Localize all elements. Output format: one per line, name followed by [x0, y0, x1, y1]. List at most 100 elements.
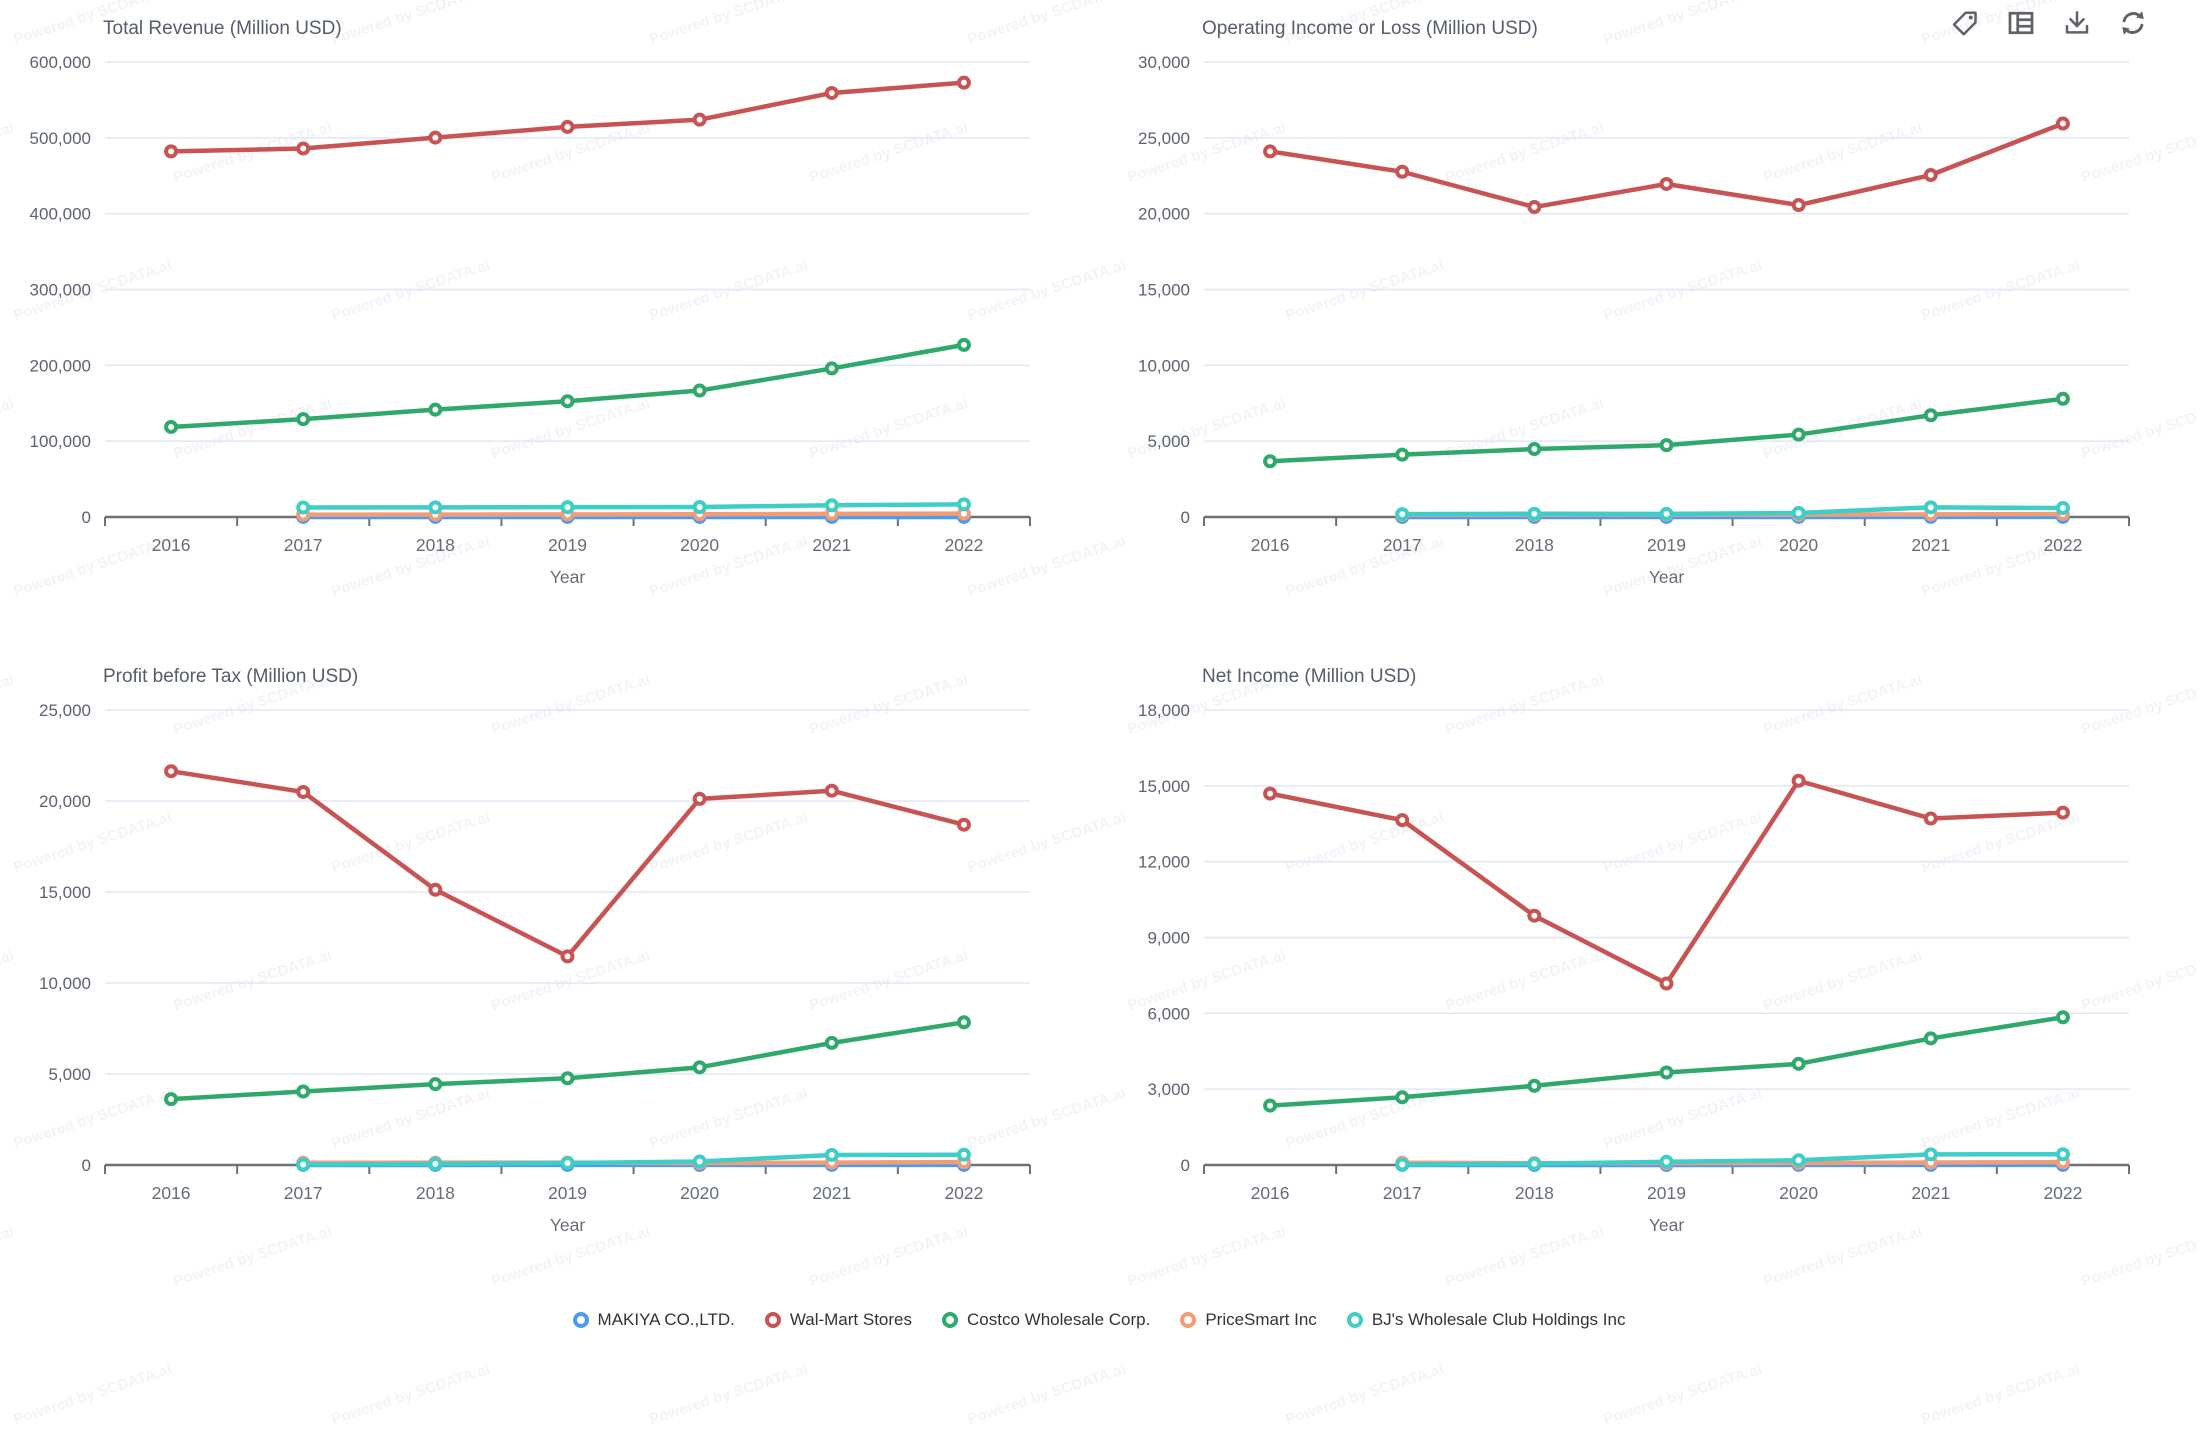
data-point-marker[interactable] [1263, 1098, 1278, 1113]
table-icon[interactable] [2006, 8, 2036, 38]
data-point-marker[interactable] [956, 75, 971, 90]
data-point-marker[interactable] [296, 141, 311, 156]
legend-item-label: Costco Wholesale Corp. [967, 1310, 1151, 1329]
data-point-marker[interactable] [1659, 176, 1674, 191]
data-point-marker[interactable] [692, 791, 707, 806]
data-point-marker[interactable] [560, 949, 575, 964]
chart-canvas-profit-before-tax[interactable]: 0 5,000 10,000 15,000 20,000 25,000 2016 2017 20… [0, 690, 1099, 1235]
data-point-marker[interactable] [164, 419, 179, 434]
data-point-marker[interactable] [428, 500, 443, 515]
data-point-marker[interactable] [1791, 773, 1806, 788]
data-point-marker[interactable] [164, 144, 179, 159]
legend-item[interactable]: MAKIYA CO.,LTD. [572, 1310, 735, 1330]
legend-item[interactable]: Wal-Mart Stores [764, 1310, 912, 1330]
data-point-marker[interactable] [1527, 908, 1542, 923]
data-point-marker[interactable] [428, 1077, 443, 1092]
download-icon[interactable] [2062, 8, 2092, 38]
data-point-marker[interactable] [956, 817, 971, 832]
data-point-marker[interactable] [824, 361, 839, 376]
data-point-marker[interactable] [560, 1071, 575, 1086]
data-point-marker[interactable] [1395, 1157, 1410, 1172]
data-point-marker[interactable] [1923, 811, 1938, 826]
data-point-marker[interactable] [560, 119, 575, 134]
data-point-marker[interactable] [1395, 164, 1410, 179]
data-point-marker[interactable] [1791, 198, 1806, 213]
data-point-marker[interactable] [560, 394, 575, 409]
data-point-marker[interactable] [1659, 506, 1674, 521]
data-point-marker[interactable] [1923, 168, 1938, 183]
data-point-marker[interactable] [560, 1155, 575, 1170]
data-point-marker[interactable] [296, 500, 311, 515]
data-point-marker[interactable] [428, 402, 443, 417]
data-point-marker[interactable] [1527, 200, 1542, 215]
data-point-marker[interactable] [824, 1035, 839, 1050]
data-point-marker[interactable] [956, 337, 971, 352]
data-point-marker[interactable] [428, 1156, 443, 1171]
data-point-marker[interactable] [692, 112, 707, 127]
data-point-marker[interactable] [956, 1015, 971, 1030]
data-point-marker[interactable] [1791, 1153, 1806, 1168]
data-point-marker[interactable] [428, 130, 443, 145]
data-point-marker[interactable] [1923, 1031, 1938, 1046]
data-point-marker[interactable] [1263, 454, 1278, 469]
data-point-marker[interactable] [824, 783, 839, 798]
data-point-marker[interactable] [428, 882, 443, 897]
data-point-marker[interactable] [1527, 506, 1542, 521]
data-point-marker[interactable] [296, 1084, 311, 1099]
legend-item[interactable]: PriceSmart Inc [1180, 1310, 1317, 1330]
legend-item[interactable]: BJ's Wholesale Club Holdings Inc [1346, 1310, 1625, 1330]
data-point-marker[interactable] [2055, 1147, 2070, 1162]
data-point-marker[interactable] [1395, 507, 1410, 522]
data-point-marker[interactable] [1395, 447, 1410, 462]
data-point-marker[interactable] [1923, 500, 1938, 515]
data-point-marker[interactable] [2055, 501, 2070, 516]
data-point-marker[interactable] [1923, 408, 1938, 423]
data-point-marker[interactable] [956, 1147, 971, 1162]
data-point-marker[interactable] [1923, 1147, 1938, 1162]
data-point-marker[interactable] [1659, 438, 1674, 453]
data-point-marker[interactable] [1791, 1056, 1806, 1071]
data-point-marker[interactable] [1395, 813, 1410, 828]
data-point-marker[interactable] [956, 497, 971, 512]
data-point-marker[interactable] [692, 1060, 707, 1075]
data-point-marker[interactable] [296, 1157, 311, 1172]
data-point-marker[interactable] [560, 500, 575, 515]
data-point-marker[interactable] [692, 499, 707, 514]
data-point-marker[interactable] [1263, 786, 1278, 801]
data-point-marker[interactable] [1527, 1156, 1542, 1171]
legend-marker-icon [572, 1312, 589, 1328]
legend-marker-icon [1346, 1312, 1363, 1328]
y-axis-tick-label: 6,000 [1147, 1004, 1190, 1023]
line-series [1399, 505, 2066, 517]
chart-canvas-net-income[interactable]: 0 3,000 6,000 9,000 12,000 15,000 18,000 2016 20… [1099, 690, 2198, 1235]
data-point-marker[interactable] [824, 85, 839, 100]
data-point-marker[interactable] [296, 412, 311, 427]
data-point-marker[interactable] [1659, 976, 1674, 991]
data-point-marker[interactable] [1659, 1065, 1674, 1080]
data-point-marker[interactable] [1527, 442, 1542, 457]
data-point-marker[interactable] [692, 383, 707, 398]
data-point-marker[interactable] [692, 1154, 707, 1169]
data-point-marker[interactable] [2055, 391, 2070, 406]
data-point-marker[interactable] [2055, 1010, 2070, 1025]
data-point-marker[interactable] [1527, 1078, 1542, 1093]
data-point-marker[interactable] [1791, 505, 1806, 520]
data-point-marker[interactable] [1791, 427, 1806, 442]
data-point-marker[interactable] [164, 764, 179, 779]
data-point-marker[interactable] [164, 1092, 179, 1107]
y-axis-tick-label: 0 [1181, 508, 1190, 527]
data-point-marker[interactable] [2055, 805, 2070, 820]
refresh-icon[interactable] [2118, 8, 2148, 38]
data-point-marker[interactable] [824, 1147, 839, 1162]
y-axis-tick-label: 500,000 [30, 129, 91, 148]
data-point-marker[interactable] [1395, 1090, 1410, 1105]
data-point-marker[interactable] [2055, 116, 2070, 131]
data-point-marker[interactable] [1263, 144, 1278, 159]
chart-canvas-operating-income[interactable]: 0 5,000 10,000 15,000 20,000 25,000 30,000 2016… [1099, 42, 2198, 587]
legend-item[interactable]: Costco Wholesale Corp. [942, 1310, 1150, 1330]
data-point-marker[interactable] [1659, 1154, 1674, 1169]
tag-icon[interactable] [1950, 8, 1980, 38]
data-point-marker[interactable] [824, 498, 839, 513]
chart-canvas-total-revenue[interactable]: 0 100,000 200,000 300,000 400,000 500,000 600,… [0, 42, 1099, 587]
data-point-marker[interactable] [296, 784, 311, 799]
